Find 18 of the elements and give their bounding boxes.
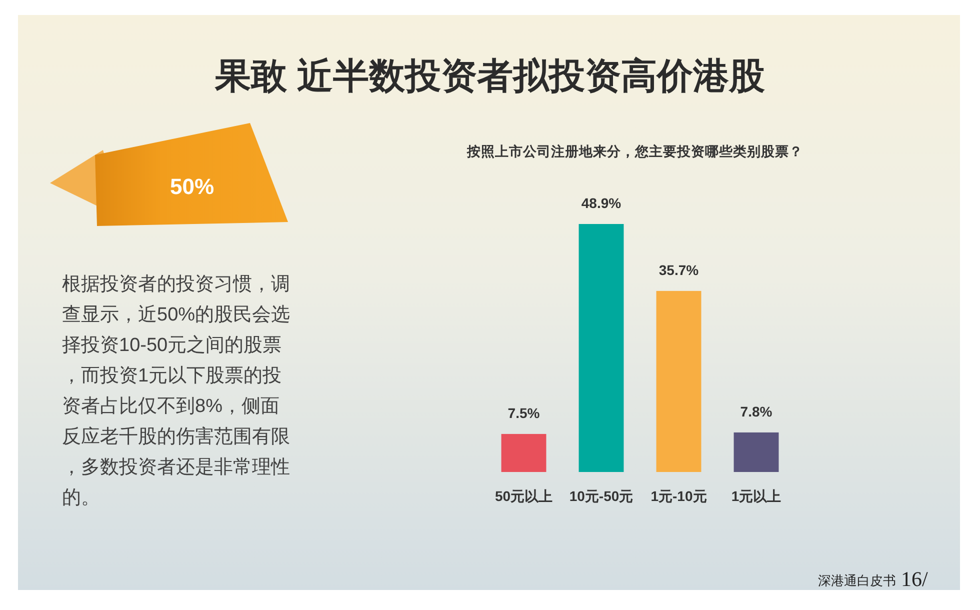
- bar: [501, 434, 546, 472]
- bar: [656, 290, 702, 472]
- text: 50%: [170, 174, 214, 199]
- chart-title: 果敢 近半数投资者拟投资高价港股: [214, 55, 766, 96]
- data-label: 7.8%: [740, 403, 773, 420]
- text: 根据投资者的投资习惯，调查显示，近50%的股民会选择投资10-50元之间的股票，而投资1元以下股票的投资者占比仅不到8%，侧面反应老千股的伤害范围有限，多数投资者还是非常理性的。: [62, 274, 290, 508]
- data-label: 48.9%: [581, 195, 622, 211]
- x-tick-label: 50元以上: [494, 488, 553, 504]
- data-label: 35.7%: [658, 262, 700, 278]
- x-tick-label: 10元-50元: [569, 488, 634, 504]
- bar: [734, 432, 779, 472]
- bar: [578, 224, 624, 472]
- x-tick-label: 1元-10元: [650, 488, 707, 504]
- chart-subtitle: 按照上市公司注册地来分，您主要投资哪些类别股票？: [466, 143, 803, 159]
- data-label: 7.5%: [508, 404, 540, 421]
- text: 深港通白皮书: [818, 573, 896, 588]
- x-tick-label: 1元以上: [731, 488, 782, 504]
- text: 16/: [901, 567, 928, 591]
